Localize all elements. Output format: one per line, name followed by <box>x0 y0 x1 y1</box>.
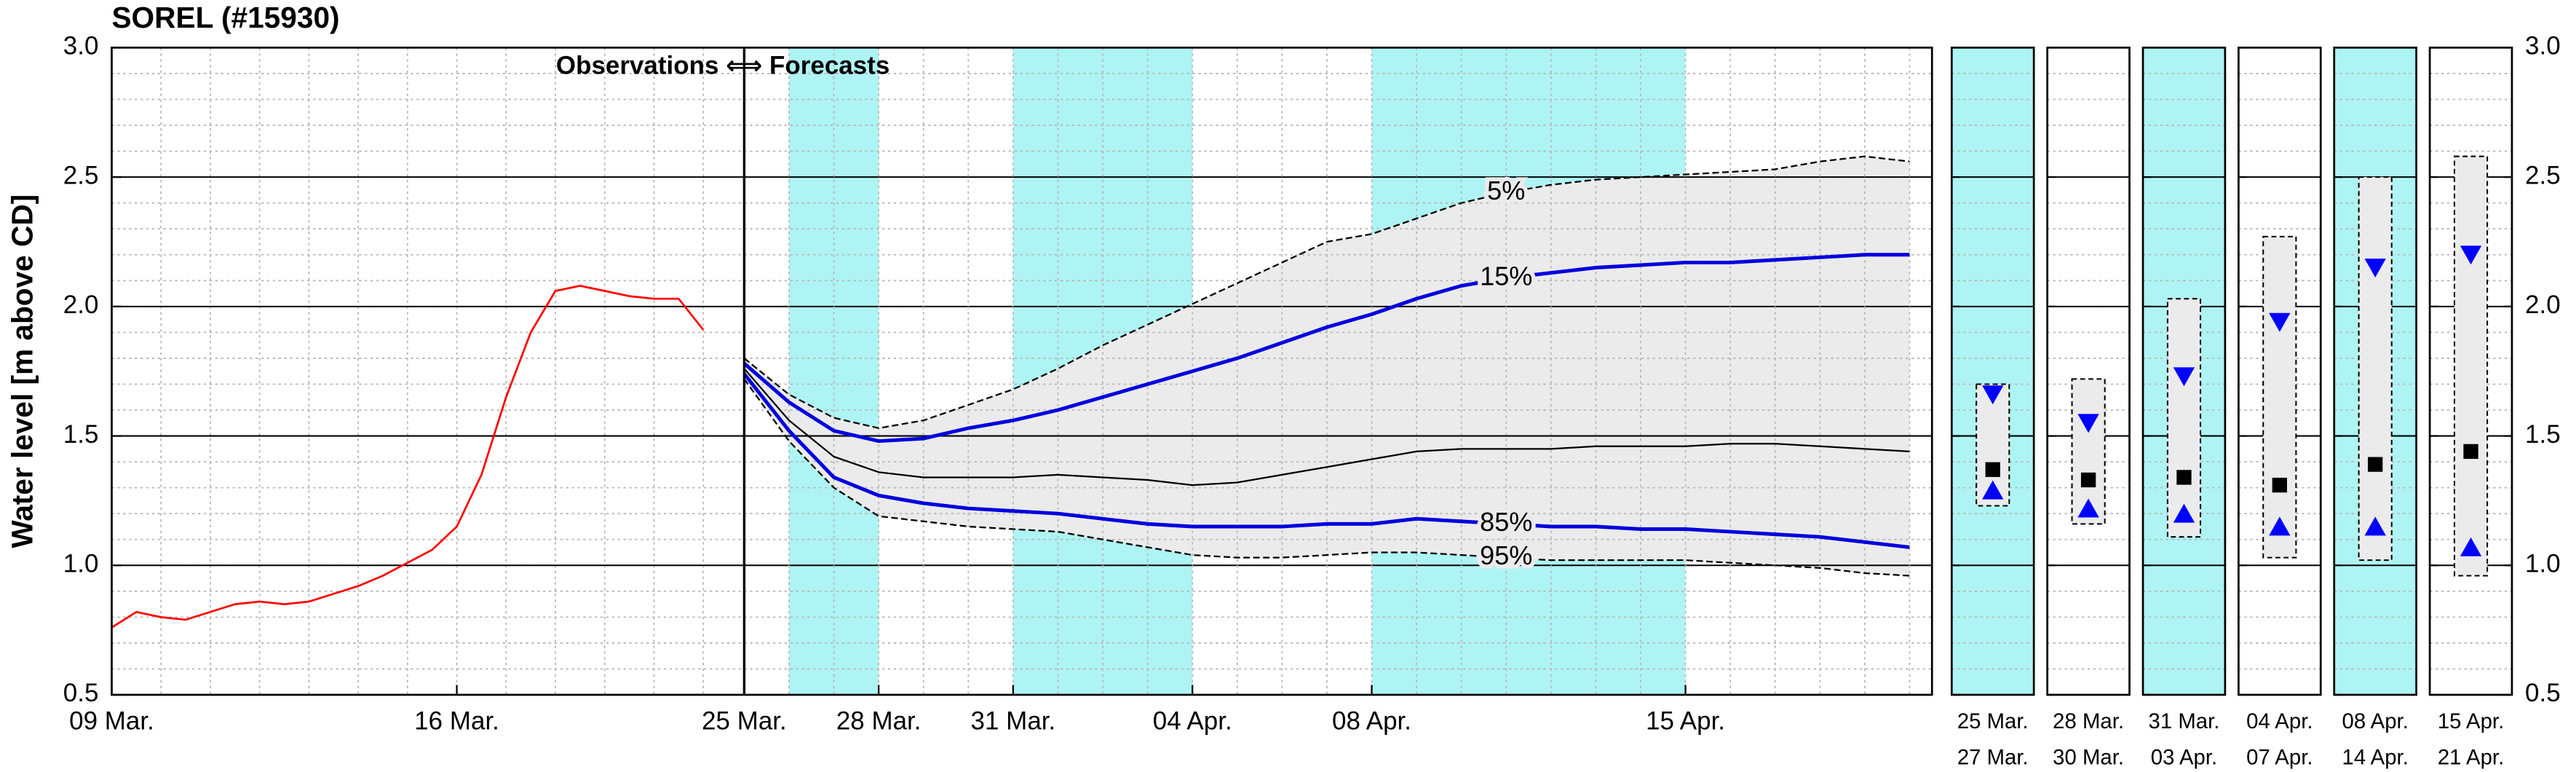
upper-marker <box>2364 259 2386 278</box>
y-tick-label: 3.0 <box>63 32 99 60</box>
y-tick-label: 0.5 <box>2525 679 2561 707</box>
axes: 0.5 1.0 1.5 2.0 2.5 3.0 09 Mar. 16 Mar. 5% 15% 85%… <box>63 32 2561 770</box>
median-marker <box>2368 457 2383 472</box>
lower-marker <box>2173 503 2195 523</box>
x-tick-label: 28 Mar. <box>2053 709 2124 733</box>
y-tick-label: 2.5 <box>2525 161 2561 189</box>
forecast-line <box>743 378 1910 577</box>
series-label: 15% <box>1480 261 1532 291</box>
median-marker <box>2272 477 2287 493</box>
x-tick-label: 04 Apr. <box>2246 709 2313 733</box>
x-tick-label: 25 Mar. <box>702 707 787 736</box>
forecast-line <box>743 368 1910 487</box>
upper-marker <box>2460 245 2482 265</box>
forecast-line <box>742 372 1910 549</box>
y-tick-label: 1.5 <box>2525 420 2561 449</box>
median-marker <box>2080 472 2096 488</box>
x-tick-label: 27 Mar. <box>1957 746 2029 770</box>
series-label: 85% <box>1480 507 1532 537</box>
y-tick-label: 3.0 <box>2525 32 2561 60</box>
y-tick-label: 1.0 <box>2525 550 2561 578</box>
panel-frame <box>1950 47 2035 696</box>
upper-marker <box>2269 312 2291 332</box>
lower-marker <box>2269 516 2291 536</box>
x-tick-label: 07 Apr. <box>2246 746 2313 770</box>
data <box>111 155 2489 629</box>
y-tick-label: 1.5 <box>63 420 99 449</box>
upper-marker <box>2173 367 2195 387</box>
range-box <box>2166 298 2202 538</box>
x-tick-label: 03 Apr. <box>2151 746 2217 770</box>
panel-shade <box>1951 47 2034 696</box>
y-tick-label: 2.5 <box>63 161 99 189</box>
x-tick-label: 31 Mar. <box>2149 709 2220 733</box>
median-marker <box>2176 470 2192 485</box>
panel-frame <box>2141 47 2227 696</box>
plot-frame <box>111 47 1933 696</box>
panel-frame <box>2428 47 2513 696</box>
range-box <box>2262 235 2297 559</box>
y-tick-label: 0.5 <box>63 679 99 707</box>
panel-frame <box>2046 47 2131 696</box>
x-tick-label: 25 Mar. <box>1957 709 2029 733</box>
annotation: Observations ⟺ Forecasts <box>556 52 889 80</box>
x-tick-label: 30 Mar. <box>2053 746 2124 770</box>
x-tick-label: 16 Mar. <box>414 707 499 736</box>
x-tick-label: 31 Mar. <box>971 707 1056 736</box>
series-label: 95% <box>1480 540 1532 570</box>
upper-marker <box>1982 385 2004 405</box>
lower-marker <box>2364 516 2386 536</box>
x-tick-label: 04 Apr. <box>1153 707 1232 736</box>
background <box>744 47 2417 696</box>
panel-frame <box>2238 47 2322 696</box>
x-tick-label: 15 Apr. <box>2438 709 2504 733</box>
upper-marker <box>2077 414 2099 433</box>
observed-line <box>111 285 705 629</box>
forecast-line <box>742 253 1910 444</box>
y-tick-label: 2.0 <box>2525 291 2561 319</box>
forecast-line <box>743 155 1910 430</box>
median-marker <box>2463 444 2478 460</box>
x-tick-label: 08 Apr. <box>2342 709 2409 733</box>
series-label: 5% <box>1487 176 1525 205</box>
x-tick-label: 15 Apr. <box>1646 707 1725 736</box>
x-tick-label: 09 Mar. <box>69 707 154 736</box>
x-tick-label: 08 Apr. <box>1332 707 1411 736</box>
y-tick-label: 1.0 <box>63 550 99 578</box>
x-tick-label: 21 Apr. <box>2438 746 2504 770</box>
x-tick-label: 14 Apr. <box>2342 746 2409 770</box>
chart-title: SOREL (#15930) <box>111 1 339 34</box>
median-marker <box>1985 462 2000 477</box>
range-box <box>2453 155 2489 577</box>
lower-marker <box>2077 498 2099 518</box>
range-box <box>2358 176 2393 562</box>
y-axis-label: Water level [m above CD] <box>6 194 39 548</box>
lower-marker <box>2460 537 2482 556</box>
lower-marker <box>1982 480 2004 500</box>
x-tick-label: 28 Mar. <box>836 707 922 736</box>
y-tick-label: 2.0 <box>63 291 99 319</box>
panel-frame <box>2333 47 2417 696</box>
